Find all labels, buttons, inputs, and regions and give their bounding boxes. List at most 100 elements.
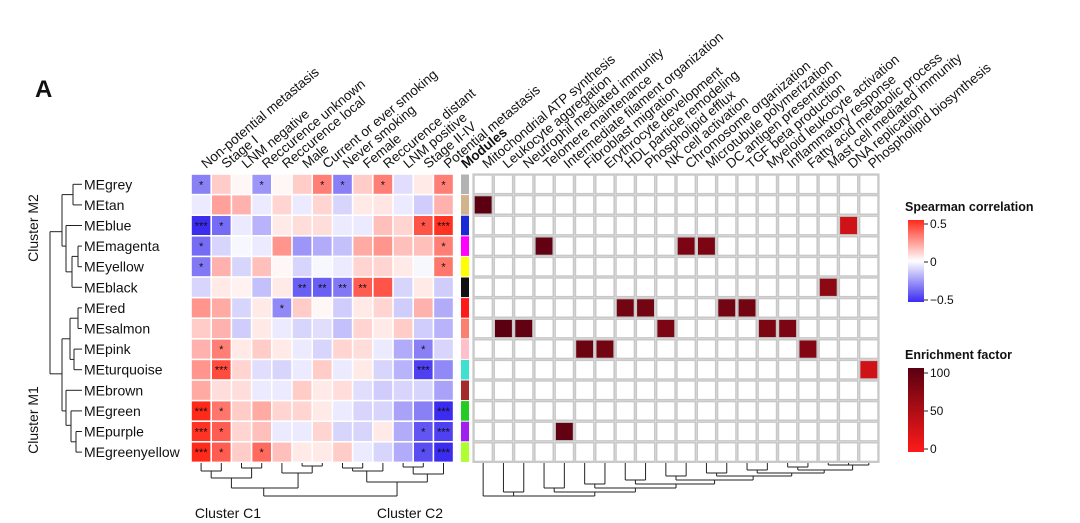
empty-cell <box>676 421 697 442</box>
legends: Spearman correlation 0.5 0 −0.5 Enrichment f… <box>905 200 1034 456</box>
enrichment-cell <box>858 359 879 380</box>
module-color-swatch <box>461 277 469 298</box>
empty-cell <box>655 256 676 277</box>
heat-cell <box>414 298 433 318</box>
significance-mark: * <box>441 241 446 253</box>
heat-cell <box>232 319 251 338</box>
empty-cell <box>838 194 859 216</box>
empty-cell <box>615 174 636 195</box>
heat-cell <box>353 360 372 380</box>
empty-cell <box>533 421 555 442</box>
empty-cell <box>696 194 717 216</box>
empty-cell <box>513 338 534 360</box>
empty-cell <box>858 235 879 257</box>
empty-cell <box>716 194 737 216</box>
heat-cell <box>191 195 211 215</box>
empty-cell <box>594 215 616 236</box>
empty-cell <box>493 277 514 298</box>
heat-cell <box>414 422 433 441</box>
heat-cell <box>353 422 372 441</box>
empty-cell <box>696 297 717 319</box>
heat-cell <box>414 195 433 215</box>
heat-cell <box>191 216 211 235</box>
enrichment-cell <box>838 215 859 236</box>
heat-cell <box>393 195 413 215</box>
empty-cell <box>615 380 636 401</box>
empty-cell <box>533 256 555 277</box>
empty-cell <box>838 441 859 463</box>
empty-cell <box>513 235 534 257</box>
empty-cell <box>838 318 859 339</box>
heat-cell <box>414 216 433 235</box>
heat-cell <box>252 422 271 441</box>
heat-cell <box>434 257 453 277</box>
heat-cell <box>232 174 251 194</box>
empty-cell <box>513 174 534 195</box>
empty-cell <box>574 215 595 236</box>
module-color-swatch <box>461 298 469 318</box>
empty-cell <box>818 421 839 442</box>
column-cluster-label: Cluster C2 <box>377 505 443 521</box>
empty-cell <box>818 256 839 277</box>
enrichment-cell <box>533 235 555 257</box>
significance-mark: *** <box>195 221 209 233</box>
empty-cell <box>696 380 717 401</box>
heat-cell <box>353 195 372 215</box>
heat-cell <box>212 298 231 318</box>
empty-cell <box>655 441 676 463</box>
heat-cell <box>333 401 352 421</box>
empty-cell <box>513 256 534 277</box>
empty-cell <box>757 400 778 422</box>
significance-mark: * <box>340 179 345 191</box>
significance-mark: * <box>280 303 285 315</box>
heat-cell <box>414 277 433 297</box>
empty-cell <box>655 421 676 442</box>
heat-cell <box>191 277 211 297</box>
heat-cell <box>272 277 292 297</box>
heat-cell <box>272 339 292 359</box>
heat-cell <box>333 442 352 462</box>
empty-cell <box>696 174 717 195</box>
empty-cell <box>676 256 697 277</box>
empty-cell <box>797 194 819 216</box>
empty-cell <box>858 338 879 360</box>
significance-mark: * <box>441 262 446 274</box>
empty-cell <box>858 380 879 401</box>
enrichment-cell <box>615 297 636 319</box>
heat-cell <box>414 319 433 338</box>
significance-mark: *** <box>437 406 451 418</box>
heat-cell <box>393 401 413 421</box>
empty-cell <box>655 194 676 216</box>
empty-cell <box>696 338 717 360</box>
empty-cell <box>635 256 656 277</box>
empty-cell <box>493 359 514 380</box>
module-color-swatch <box>461 359 469 380</box>
empty-cell <box>554 297 575 319</box>
heat-cell <box>292 236 312 256</box>
empty-cell <box>635 380 656 401</box>
heat-cell <box>232 195 251 215</box>
module-label: MEpink <box>84 341 132 357</box>
heat-cell <box>414 380 433 400</box>
heat-cell <box>333 422 352 441</box>
empty-cell <box>513 277 534 298</box>
empty-cell <box>777 338 798 360</box>
empty-cell <box>757 380 778 401</box>
module-color-swatch <box>461 421 469 442</box>
empty-cell <box>858 400 879 422</box>
empty-cell <box>594 277 616 298</box>
empty-cell <box>594 174 616 195</box>
empty-cell <box>858 194 879 216</box>
heat-cell <box>333 339 352 359</box>
empty-cell <box>777 277 798 298</box>
spearman-legend-title: Spearman correlation <box>905 200 1034 214</box>
heat-cell <box>313 422 332 441</box>
heat-cell <box>272 195 292 215</box>
empty-cell <box>716 338 737 360</box>
empty-cell <box>493 194 514 216</box>
heat-cell <box>414 442 433 462</box>
heat-cell <box>393 298 413 318</box>
module-color-swatch <box>461 256 469 277</box>
empty-cell <box>473 297 494 319</box>
empty-cell <box>757 256 778 277</box>
